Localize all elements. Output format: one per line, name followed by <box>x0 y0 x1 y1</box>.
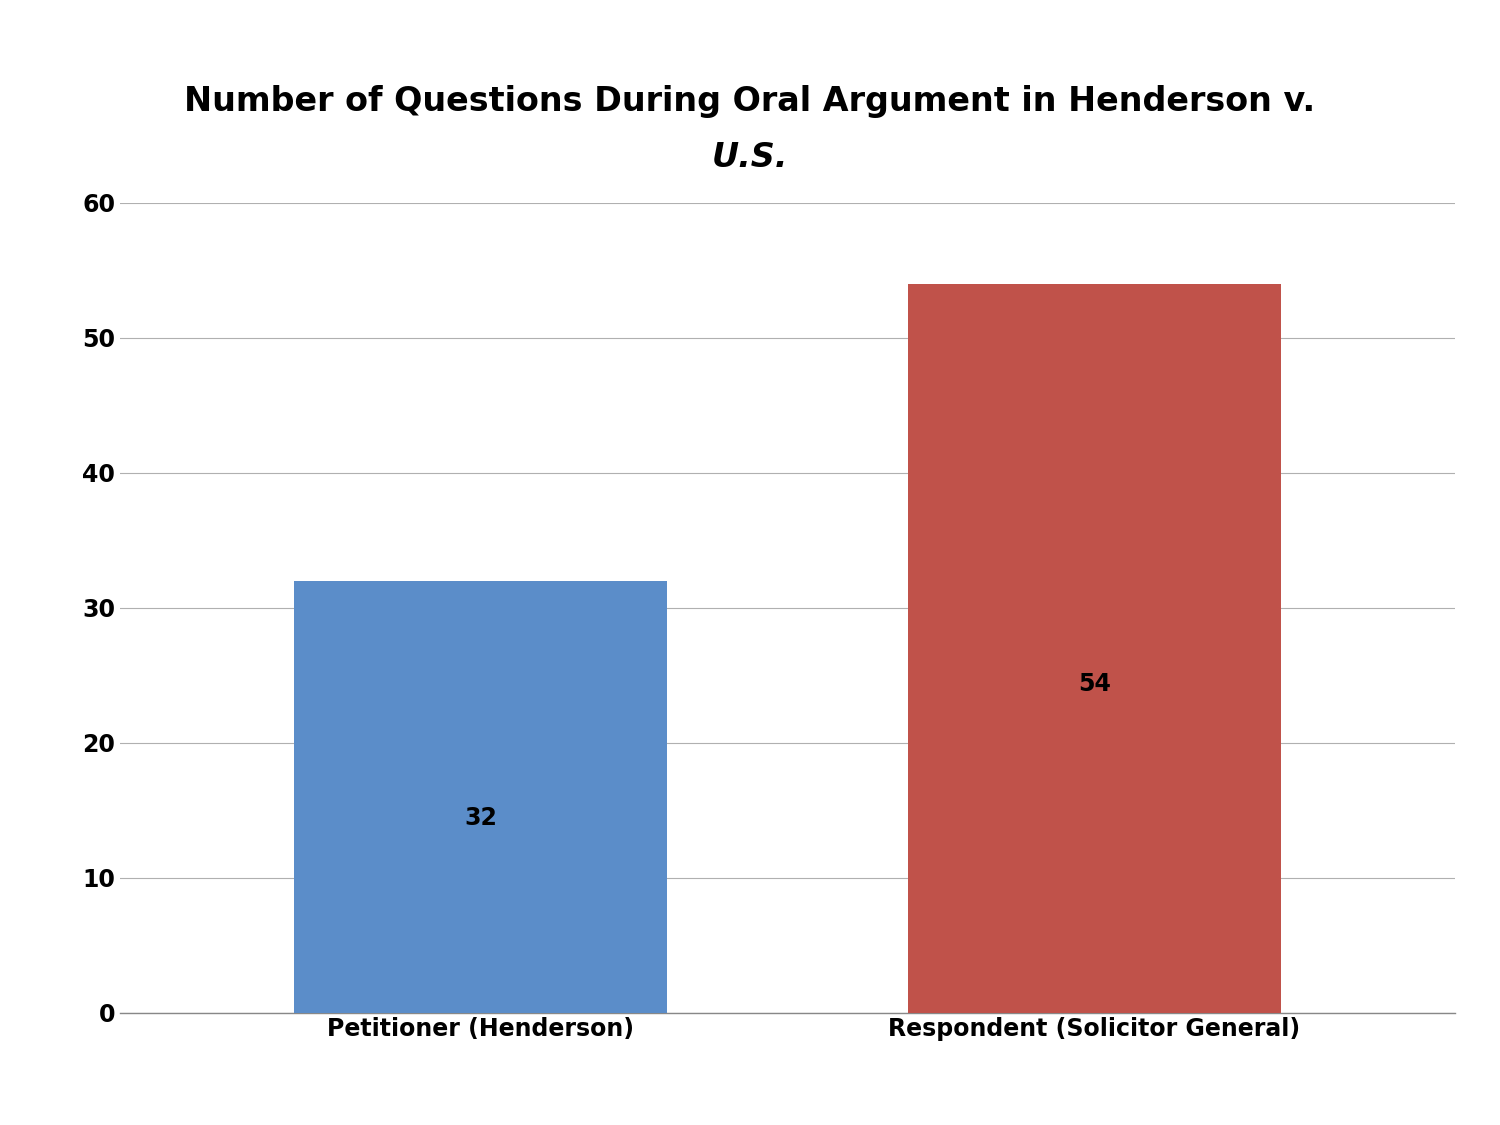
Text: 32: 32 <box>464 807 496 830</box>
Text: 54: 54 <box>1078 673 1112 696</box>
Text: U.S.: U.S. <box>712 142 788 174</box>
Bar <box>294 580 668 1012</box>
Text: Number of Questions During Oral Argument in Henderson v.: Number of Questions During Oral Argument… <box>184 86 1316 118</box>
Bar <box>908 284 1281 1012</box>
